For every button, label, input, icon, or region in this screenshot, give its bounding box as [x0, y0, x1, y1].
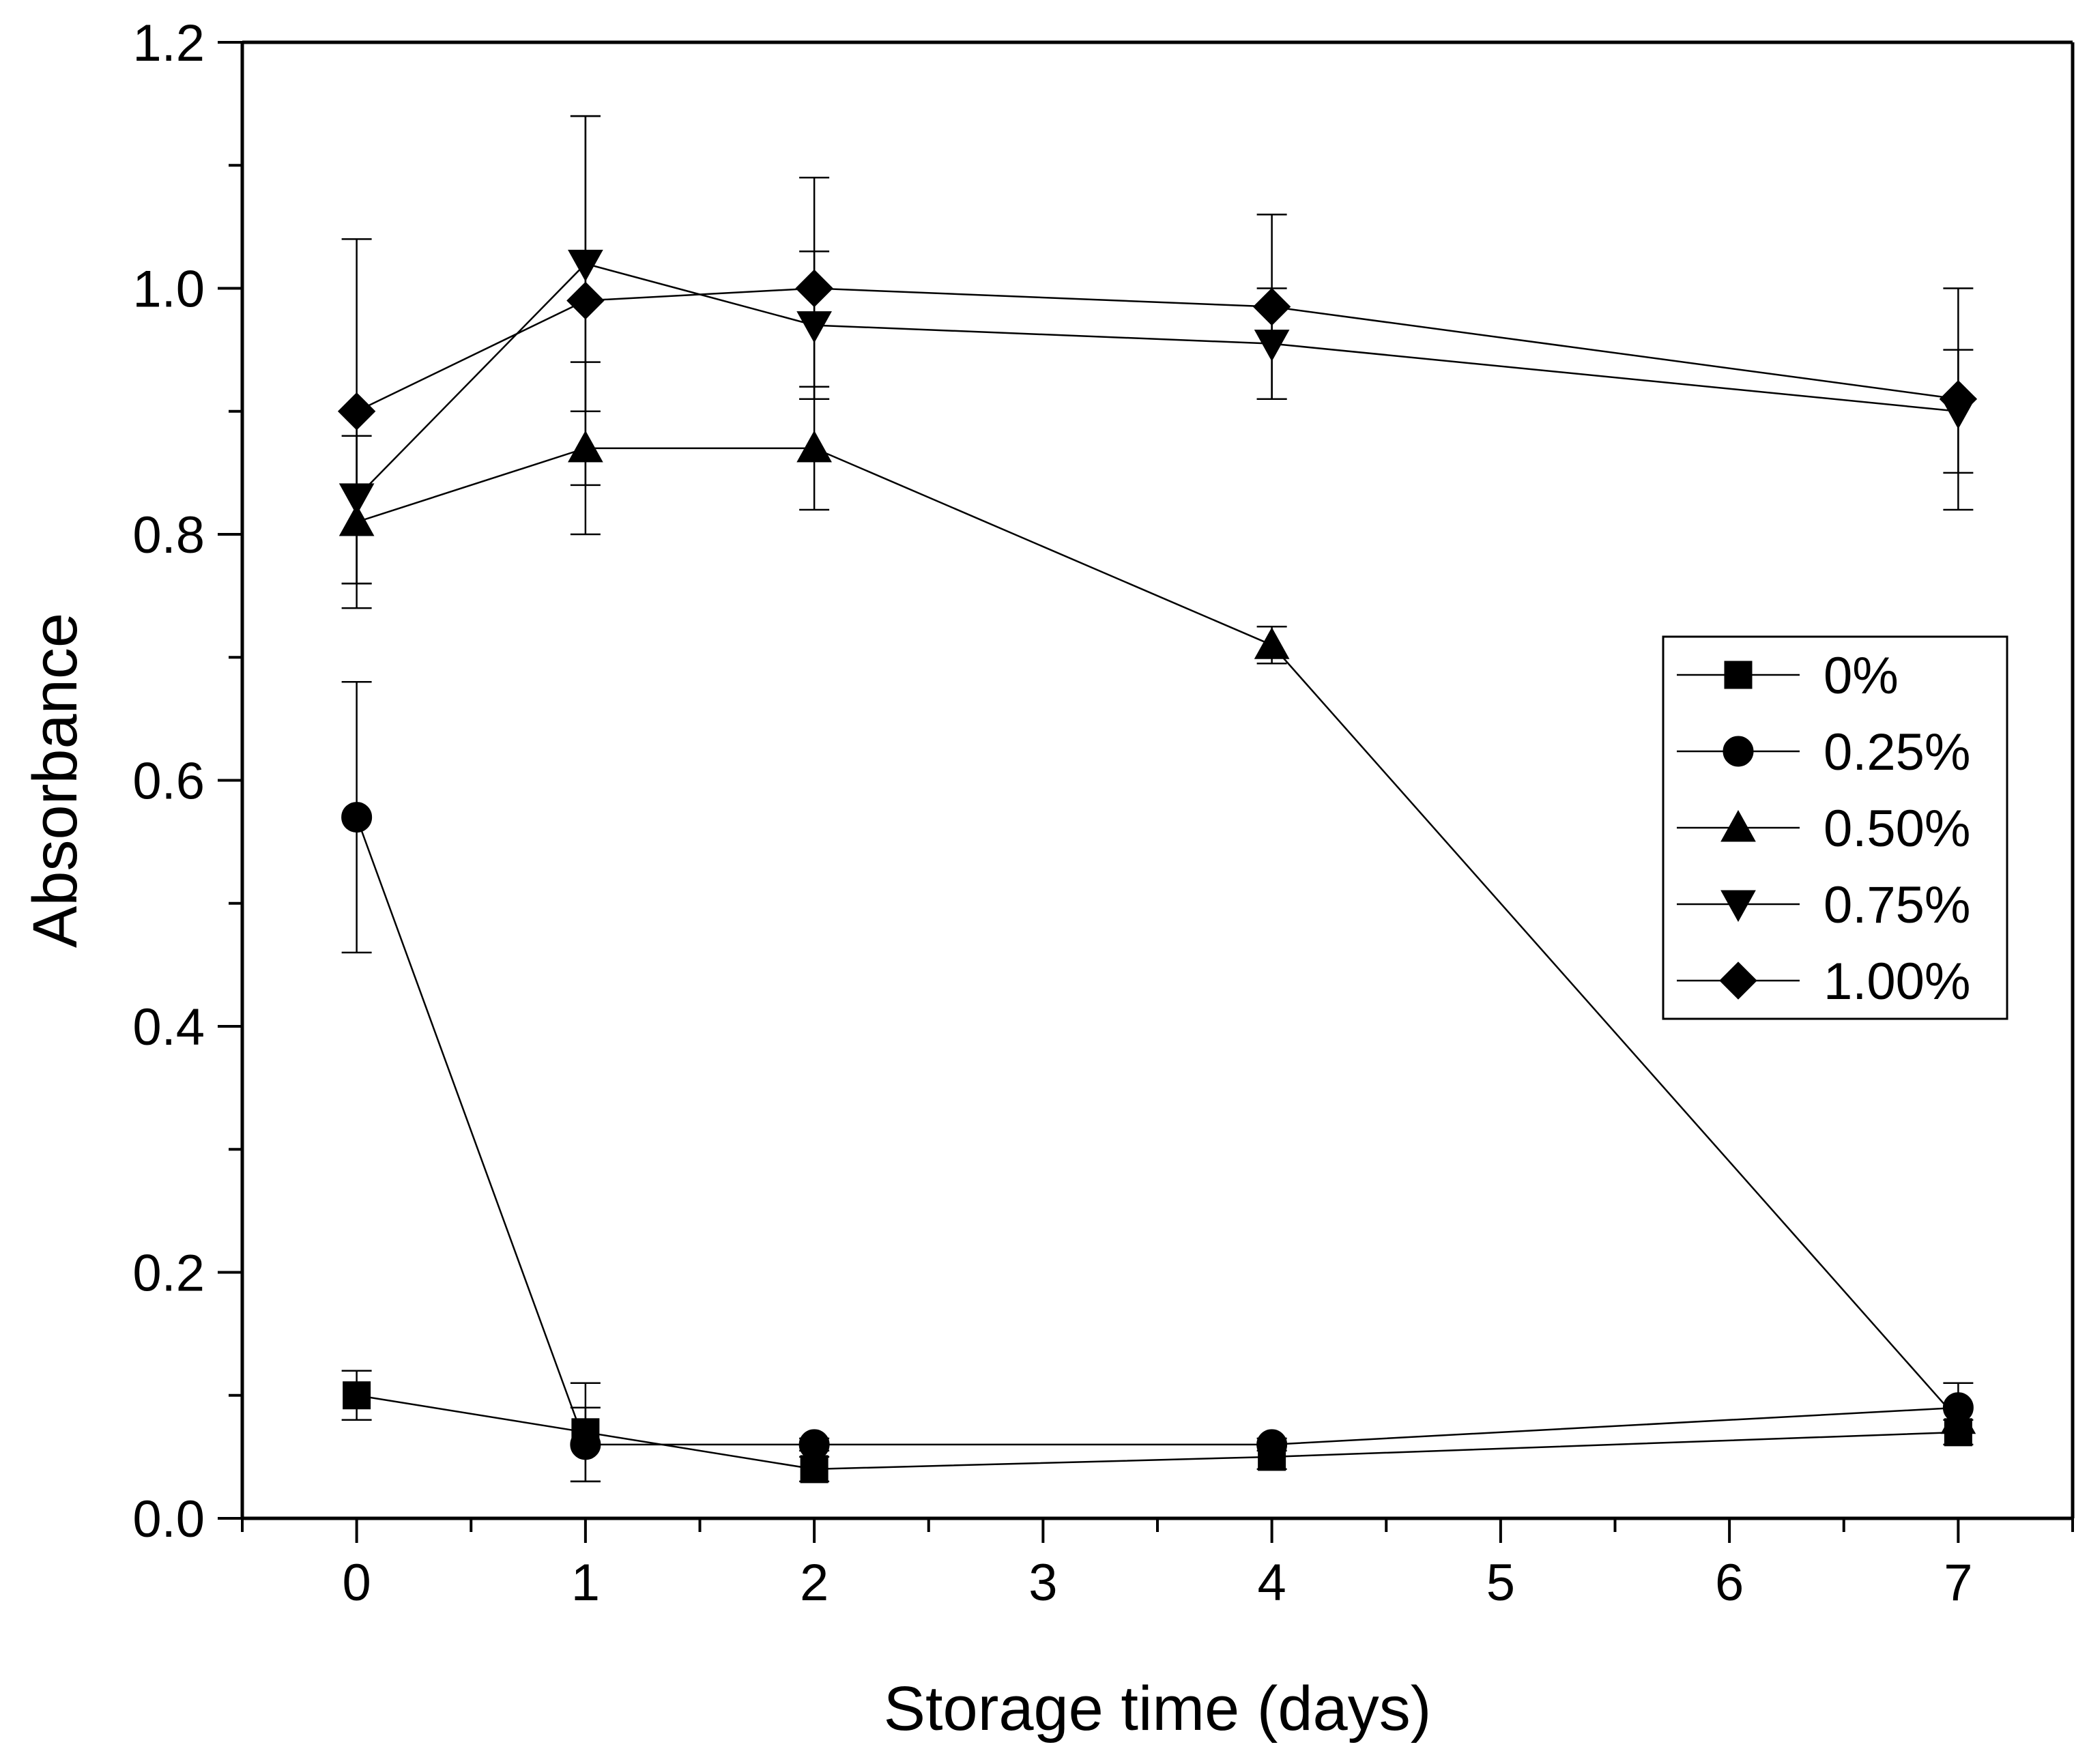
series-diamond: [337, 115, 1978, 585]
legend-label: 1.00%: [1824, 953, 1971, 1011]
data-point: [566, 281, 605, 320]
series-square: [341, 1370, 1974, 1484]
y-tick-label: 1.0: [132, 261, 205, 319]
x-tick-label: 1: [571, 1554, 600, 1612]
axes: 0 1 2 3 4 5 6 7 0.0 0.2 0.4 0.6 0.8 1.0 1.2: [132, 14, 2075, 1612]
y-tick-label: 1.2: [132, 14, 205, 72]
data-point: [1254, 627, 1290, 659]
data-point: [341, 802, 373, 833]
x-tick-label: 0: [342, 1554, 371, 1612]
data-point: [1252, 287, 1291, 326]
y-axis-title: Absorbance: [20, 613, 90, 948]
legend-marker: [1719, 961, 1757, 1000]
legend-item: 0.50%: [1677, 800, 1971, 858]
data-point: [795, 269, 833, 308]
legend-label: 0.50%: [1824, 800, 1971, 858]
legend-marker: [1720, 890, 1756, 923]
y-tick-label: 0.4: [132, 998, 205, 1056]
legend-label: 0.75%: [1824, 876, 1971, 934]
legend-item: 0%: [1677, 647, 1899, 705]
legend-item: 0.75%: [1677, 876, 1971, 934]
legend: 0% 0.25% 0.50% 0.75% 1.00%: [1662, 635, 2008, 1020]
legend-label: 0.25%: [1824, 723, 1971, 781]
data-point: [796, 430, 832, 463]
y-tick-label: 0.2: [132, 1245, 205, 1303]
legend-label: 0%: [1824, 647, 1899, 705]
y-tick-label: 0.8: [132, 506, 205, 564]
data-point: [798, 1429, 830, 1460]
data-point: [337, 392, 376, 431]
legend-item: 1.00%: [1677, 953, 1971, 1011]
legend-marker: [1724, 661, 1753, 689]
data-point: [1939, 380, 1978, 418]
legend-item: 0.25%: [1677, 723, 1971, 781]
x-axis-title: Storage time (days): [884, 1674, 1432, 1744]
data-point: [800, 1455, 829, 1484]
series-group: [337, 115, 1978, 1484]
x-tick-label: 5: [1486, 1554, 1515, 1612]
legend-marker: [1723, 736, 1754, 767]
series-circle: [341, 681, 1974, 1483]
x-tick-label: 6: [1715, 1554, 1744, 1612]
x-tick-label: 2: [800, 1554, 829, 1612]
data-point: [343, 1381, 371, 1410]
y-tick-label: 0.0: [132, 1490, 205, 1548]
y-tick-label: 0.6: [132, 753, 205, 811]
legend-marker: [1720, 809, 1756, 842]
x-tick-label: 7: [1944, 1554, 1972, 1612]
data-point: [570, 1429, 601, 1460]
x-tick-label: 4: [1257, 1554, 1286, 1612]
x-tick-label: 3: [1028, 1554, 1057, 1612]
data-point: [1940, 1402, 1976, 1434]
data-point: [1256, 1429, 1288, 1460]
